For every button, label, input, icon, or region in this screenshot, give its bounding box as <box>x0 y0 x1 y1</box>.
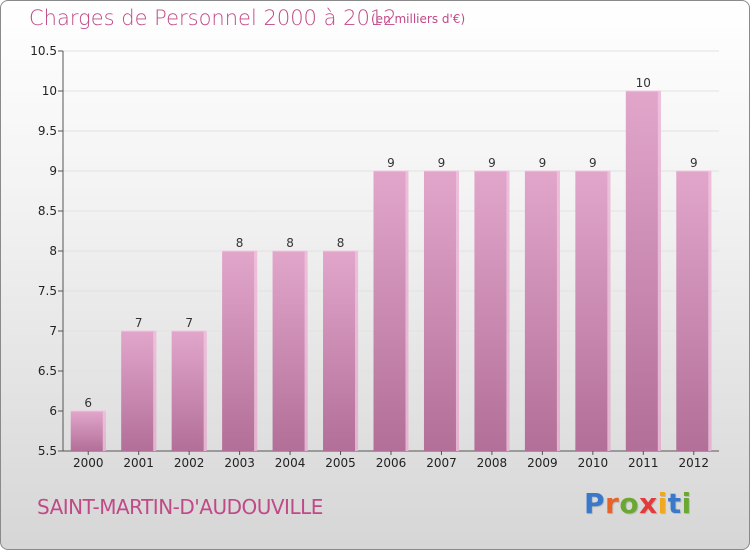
proxiti-logo[interactable]: Proxiti <box>584 487 692 520</box>
y-tick-label: 9.5 <box>38 124 57 138</box>
bar-highlight <box>607 171 611 451</box>
x-tick-label: 2011 <box>628 456 659 470</box>
bar-highlight <box>506 171 510 451</box>
bar-highlight <box>254 251 258 451</box>
data-label: 9 <box>438 156 446 170</box>
data-label: 9 <box>690 156 698 170</box>
x-tick-label: 2003 <box>224 456 255 470</box>
x-tick-label: 2006 <box>376 456 407 470</box>
bar <box>423 171 459 451</box>
bar <box>70 411 106 451</box>
logo-letter: i <box>657 487 668 520</box>
bar-highlight <box>455 171 459 451</box>
bar <box>524 171 560 451</box>
bar-highlight <box>153 331 157 451</box>
bar <box>323 251 359 451</box>
y-tick-label: 6.5 <box>38 364 57 378</box>
town-name: SAINT-MARTIN-D'AUDOUVILLE <box>37 495 323 519</box>
bar-highlight <box>304 251 308 451</box>
data-label: 9 <box>387 156 395 170</box>
data-label: 7 <box>185 316 193 330</box>
bar-highlight <box>708 171 712 451</box>
bar <box>575 171 611 451</box>
logo-letter: o <box>619 487 640 520</box>
logo-letter: P <box>584 487 606 520</box>
y-tick-label: 5.5 <box>38 444 57 458</box>
bars <box>70 90 712 451</box>
chart-title: Charges de Personnel 2000 à 2012 <box>29 6 397 30</box>
x-tick-labels: 2000 2001 2002 2003 2004 2005 2006 2007 2008 2009… <box>73 451 709 470</box>
data-label: 8 <box>286 236 294 250</box>
bar-highlight <box>556 171 560 451</box>
bar <box>171 331 207 451</box>
x-tick-label: 2008 <box>477 456 508 470</box>
y-tick-label: 8 <box>49 244 57 258</box>
y-tick-label: 7 <box>49 324 57 338</box>
x-tick-label: 2004 <box>275 456 306 470</box>
bar-highlight <box>405 171 409 451</box>
bar <box>222 251 258 451</box>
bar-highlight <box>657 91 661 451</box>
logo-letter: r <box>605 487 620 520</box>
data-labels: 6 7 7 8 8 8 9 9 9 9 9 10 9 <box>84 76 697 410</box>
y-tick-label: 6 <box>49 404 57 418</box>
bar-highlight <box>102 411 106 451</box>
y-tick-label: 9 <box>49 164 57 178</box>
chart-subtitle: (en milliers d'€) <box>371 12 466 26</box>
logo-letter: t <box>667 487 682 520</box>
y-tick-label: 7.5 <box>38 284 57 298</box>
data-label: 8 <box>337 236 345 250</box>
x-tick-label: 2010 <box>578 456 609 470</box>
x-tick-label: 2000 <box>73 456 104 470</box>
y-tick-label: 10.5 <box>30 44 57 58</box>
data-label: 7 <box>135 316 143 330</box>
bar-highlight <box>355 251 359 451</box>
data-label: 9 <box>488 156 496 170</box>
data-label: 9 <box>539 156 547 170</box>
y-tick-label: 10 <box>42 84 57 98</box>
data-label: 9 <box>589 156 597 170</box>
x-tick-label: 2001 <box>123 456 154 470</box>
logo-letter: x <box>639 487 658 520</box>
x-tick-label: 2012 <box>678 456 709 470</box>
bar <box>121 331 157 451</box>
x-tick-label: 2007 <box>426 456 457 470</box>
data-label: 8 <box>236 236 244 250</box>
bar <box>625 91 661 451</box>
data-label: 6 <box>84 396 92 410</box>
x-tick-label: 2009 <box>527 456 558 470</box>
bar <box>373 171 409 451</box>
bar <box>474 171 510 451</box>
bar-highlight <box>203 331 207 451</box>
logo-letter: i <box>681 487 692 520</box>
x-tick-label: 2005 <box>325 456 356 470</box>
y-tick-label: 8.5 <box>38 204 57 218</box>
bar <box>272 251 308 451</box>
bar <box>676 171 712 451</box>
data-label: 10 <box>636 76 651 90</box>
y-tick-labels: 5.5 6 6.5 7 7.5 8 8.5 9 9.5 10 10.5 <box>30 44 57 458</box>
x-tick-label: 2002 <box>174 456 205 470</box>
